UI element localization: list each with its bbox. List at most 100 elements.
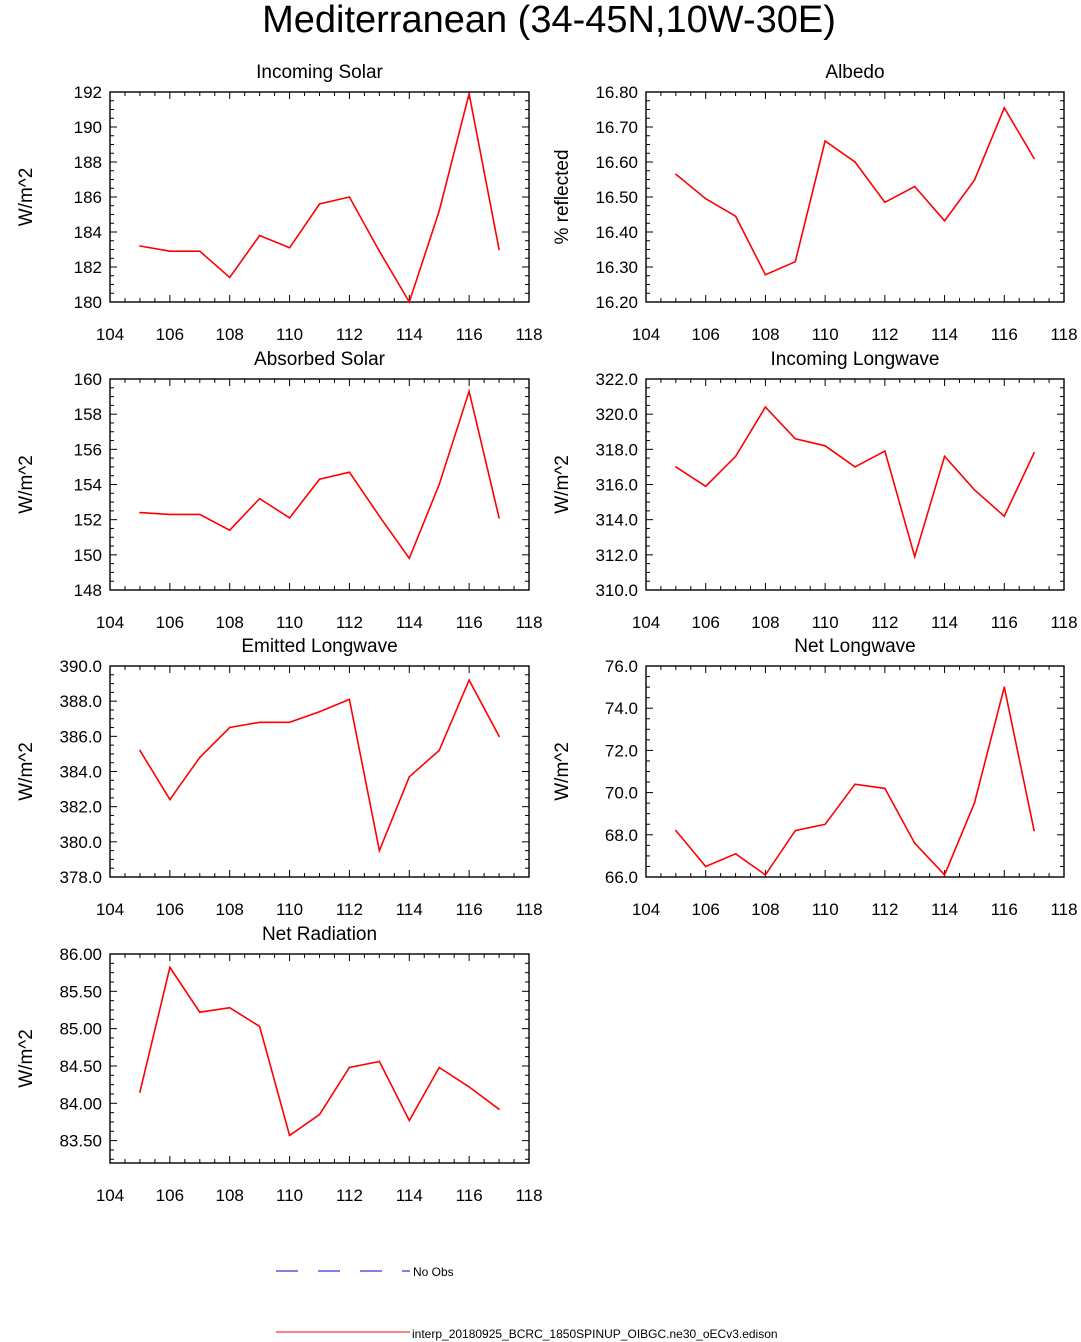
x-tick-label: 104 [96, 325, 124, 344]
data-point [258, 234, 261, 237]
data-point [408, 557, 411, 560]
y-tick-label: 152 [74, 511, 102, 530]
x-tick-label: 114 [396, 1186, 423, 1205]
data-point [198, 250, 201, 253]
y-tick-label: 390.0 [59, 657, 102, 676]
x-tick-label: 108 [751, 900, 779, 919]
data-point [794, 829, 797, 832]
x-tick-label: 112 [871, 900, 898, 919]
data-point [288, 517, 291, 519]
x-tick-label: 110 [812, 325, 839, 344]
y-tick-label: 154 [74, 476, 102, 495]
x-tick-label: 108 [216, 1186, 244, 1205]
y-tick-label: 156 [74, 440, 102, 459]
y-tick-label: 16.80 [595, 83, 638, 102]
data-point [408, 301, 411, 303]
x-tick-label: 118 [1050, 613, 1077, 632]
y-tick-label: 85.00 [59, 1020, 102, 1039]
data-point [943, 220, 946, 222]
data-point [438, 210, 441, 212]
data-point [913, 185, 916, 188]
y-tick-label: 186 [74, 188, 102, 207]
x-tick-label: 110 [276, 900, 303, 919]
y-tick-label: 150 [74, 546, 102, 565]
legend-model-swatch [276, 1331, 410, 1333]
data-point [408, 1119, 411, 1122]
data-point [1003, 515, 1006, 517]
data-point [764, 273, 767, 276]
data-point [258, 497, 261, 500]
y-tick-label: 184 [74, 223, 102, 242]
y-tick-label: 66.0 [605, 868, 638, 887]
y-tick-label: 382.0 [59, 798, 102, 817]
data-point [913, 842, 916, 845]
x-tick-label: 108 [216, 900, 244, 919]
data-point [973, 802, 976, 804]
data-point [1033, 452, 1035, 454]
data-point [794, 437, 797, 440]
x-tick-label: 114 [931, 325, 958, 344]
series-line [139, 965, 500, 1137]
x-tick-label: 114 [931, 613, 958, 632]
y-tick-label: 68.0 [605, 826, 638, 845]
series-line [675, 405, 1035, 560]
data-point [734, 455, 737, 458]
x-tick-label: 118 [515, 1186, 542, 1205]
data-point [348, 698, 351, 701]
data-point [468, 92, 470, 95]
data-point [169, 513, 171, 516]
data-point [378, 849, 381, 852]
x-tick-label: 118 [515, 900, 542, 919]
data-point [884, 450, 886, 452]
chart-title: Albedo [825, 62, 884, 83]
chart-title: Net Longwave [794, 636, 915, 657]
y-tick-label: 322.0 [595, 370, 638, 389]
y-tick-label: 16.20 [595, 293, 638, 312]
data-point [498, 735, 500, 738]
y-tick-label: 188 [74, 153, 102, 172]
data-point [824, 445, 826, 447]
y-tick-label: 16.40 [595, 223, 638, 242]
data-point [258, 721, 261, 724]
data-point [139, 245, 141, 247]
x-tick-label: 118 [515, 613, 542, 632]
chart-panel-5: Emitted Longwave W/m^2 104 106 108 110 112 114 1… [16, 636, 543, 919]
x-tick-label: 108 [216, 325, 244, 344]
series-line [139, 93, 500, 304]
data-point [139, 511, 141, 514]
y-tick-label: 158 [74, 405, 102, 424]
data-point [288, 721, 291, 724]
data-point [318, 478, 321, 481]
data-point [438, 1066, 441, 1069]
data-point [884, 201, 886, 204]
x-tick-label: 112 [336, 1186, 363, 1205]
x-tick-label: 118 [1050, 900, 1077, 919]
y-tick-label: 16.60 [595, 153, 638, 172]
y-tick-label: 85.50 [59, 982, 102, 1001]
data-point [378, 515, 381, 517]
plot-frame [645, 378, 1065, 591]
y-tick-label: 16.30 [595, 258, 638, 277]
data-point [169, 966, 171, 969]
data-point [198, 1011, 201, 1014]
data-point [228, 276, 231, 279]
x-tick-label: 104 [96, 900, 124, 919]
y-axis-label: W/m^2 [16, 168, 37, 227]
x-tick-label: 104 [96, 613, 124, 632]
x-tick-label: 116 [991, 900, 1018, 919]
data-point [854, 783, 856, 785]
y-tick-label: 160 [74, 370, 102, 389]
data-point [139, 1091, 141, 1093]
y-tick-label: 83.50 [59, 1132, 102, 1151]
y-tick-label: 84.50 [59, 1057, 102, 1076]
y-tick-label: 16.50 [595, 188, 638, 207]
data-point [704, 865, 707, 868]
x-tick-label: 116 [991, 613, 1018, 632]
data-point [498, 517, 500, 519]
y-axis-label: W/m^2 [16, 1029, 37, 1088]
y-tick-label: 86.00 [59, 945, 102, 964]
y-tick-label: 70.0 [605, 784, 638, 803]
y-tick-label: 388.0 [59, 692, 102, 711]
data-point [704, 197, 707, 200]
x-tick-label: 110 [276, 613, 303, 632]
